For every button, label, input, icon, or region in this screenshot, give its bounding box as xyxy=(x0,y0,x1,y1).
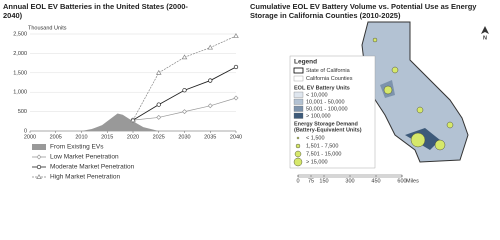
marker xyxy=(208,78,213,83)
legend-swatch xyxy=(293,75,304,82)
y-axis-label: Thousand Units xyxy=(28,25,67,31)
legend-swatch xyxy=(293,91,304,98)
area xyxy=(81,113,159,131)
demand-dot xyxy=(372,37,378,43)
marker xyxy=(182,109,187,115)
demand-dot xyxy=(383,85,393,95)
x-tick-label: 2015 xyxy=(101,134,113,140)
legend-label: < 1,500 xyxy=(306,135,325,141)
legend-swatch xyxy=(293,105,304,112)
map-legend xyxy=(289,55,376,169)
demand-dot xyxy=(416,106,424,114)
demand-dot xyxy=(391,66,399,74)
legend-title: EOL EV Battery Units xyxy=(294,85,350,91)
legend-label: California Counties xyxy=(306,76,353,82)
scale-label: 600 xyxy=(397,178,406,184)
y-tick-label: 0 xyxy=(24,128,27,134)
scale-label: 150 xyxy=(319,178,328,184)
marker xyxy=(36,164,42,170)
x-tick-label: 2030 xyxy=(178,134,190,140)
legend-title: Legend xyxy=(294,59,317,66)
legend-swatch xyxy=(293,112,304,119)
marker xyxy=(233,64,239,70)
legend-label: 7,501 - 15,000 xyxy=(306,151,341,157)
scale-label: 0 xyxy=(296,178,299,184)
demand-dot xyxy=(434,139,446,151)
legend-dot xyxy=(294,150,302,158)
y-tick-label: 2,000 xyxy=(13,51,27,57)
scale-unit: Miles xyxy=(406,178,419,184)
marker xyxy=(233,95,239,101)
marker xyxy=(130,117,136,123)
x-tick-label: 2000 xyxy=(24,134,36,140)
y-tick-label: 2,500 xyxy=(13,31,27,37)
y-tick-label: 1,500 xyxy=(13,70,27,76)
legend-label: 1,501 - 7,500 xyxy=(306,143,338,149)
y-tick-label: 500 xyxy=(18,109,27,115)
marker xyxy=(182,88,187,93)
scale-label: 450 xyxy=(371,178,380,184)
x-tick-label: 2035 xyxy=(204,134,216,140)
marker xyxy=(156,114,162,120)
map-title: Cumulative EOL EV Battery Volume vs. Pot… xyxy=(250,2,477,20)
marker xyxy=(207,44,214,50)
marker xyxy=(155,69,162,75)
legend-swatch xyxy=(293,67,304,74)
legend-label: From Existing EVs xyxy=(50,144,104,151)
figure: Annual EOL EV Batteries in the United St… xyxy=(3,2,489,184)
legend-swatch xyxy=(293,98,304,105)
north-label: N xyxy=(483,35,487,41)
legend-swatch xyxy=(32,144,46,150)
x-tick-label: 2040 xyxy=(230,134,242,140)
legend-label: > 15,000 xyxy=(306,159,328,165)
legend-label: State of California xyxy=(306,68,351,74)
y-tick-label: 1,000 xyxy=(13,90,27,96)
x-tick-label: 2005 xyxy=(50,134,62,140)
legend-label: Moderate Market Penetration xyxy=(50,164,135,171)
map: N xyxy=(361,21,489,163)
marker xyxy=(181,54,188,60)
north-arrow xyxy=(481,26,489,34)
demand-dot xyxy=(446,121,454,129)
marker xyxy=(36,174,42,179)
chart-title: Annual EOL EV Batteries in the United St… xyxy=(3,2,188,20)
line xyxy=(132,97,237,121)
legend-label: High Market Penetration xyxy=(50,174,120,181)
legend-title: Energy Storage Demand xyxy=(294,121,358,127)
legend-dot xyxy=(296,136,300,140)
legend-label: > 100,000 xyxy=(306,113,331,119)
legend-label: < 10,000 xyxy=(306,92,328,98)
scale-label: 300 xyxy=(345,178,354,184)
legend-dot xyxy=(293,157,303,167)
marker xyxy=(156,102,161,107)
legend-label: 10,001 - 50,000 xyxy=(306,99,345,105)
x-tick-label: 2020 xyxy=(127,134,139,140)
marker xyxy=(36,154,42,160)
marker xyxy=(207,103,213,109)
chart: Thousand Units N 0 500 1,000 1,500 2,000 2,50… xyxy=(13,21,489,184)
legend-dot xyxy=(295,143,301,149)
x-tick-label: 2025 xyxy=(153,134,165,140)
x-tick-label: 2010 xyxy=(75,134,87,140)
scale-label: 75 xyxy=(308,178,314,184)
legend-label: 50,001 - 100,000 xyxy=(306,106,348,112)
legend-label: Low Market Penetration xyxy=(50,154,119,161)
marker xyxy=(233,33,239,38)
demand-dot xyxy=(410,132,426,148)
legend-title: (Battery-Equivalent Units) xyxy=(294,127,362,133)
line xyxy=(132,35,237,121)
